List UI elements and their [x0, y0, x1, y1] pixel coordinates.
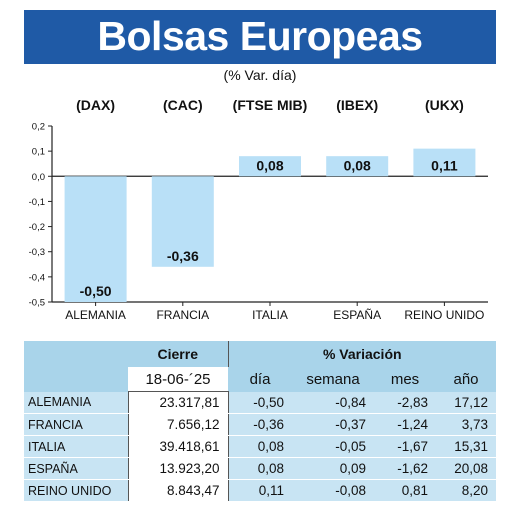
row-cierre: 8.843,47: [127, 479, 229, 502]
row-mes: 0,81: [374, 479, 436, 502]
bar-3: [326, 156, 389, 177]
row-cierre: 7.656,12: [127, 413, 229, 436]
header-mes: mes: [374, 367, 436, 392]
row-cierre: 13.923,20: [127, 457, 229, 480]
bar-4: [413, 148, 476, 177]
y-tick-label: -0,5: [29, 298, 45, 309]
bar-2: [239, 156, 301, 177]
header-dia: día: [228, 367, 292, 392]
bar-value-label: 0,08: [256, 157, 283, 173]
row-mes: -1,62: [374, 457, 436, 480]
bar-value-label: 0,08: [344, 157, 371, 173]
row-ano: 3,73: [436, 413, 496, 436]
row-mes: -1,67: [374, 435, 436, 458]
row-name: FRANCIA: [24, 413, 128, 436]
row-semana: 0,09: [292, 457, 374, 480]
row-semana: -0,84: [292, 391, 374, 414]
y-tick-label: -0,1: [29, 197, 45, 208]
y-tick-label: -0,4: [29, 272, 45, 283]
y-tick-label: 0,2: [32, 122, 45, 133]
chart-subtitle: (% Var. día): [223, 67, 297, 83]
row-mes: -2,83: [374, 391, 436, 414]
header-ano: año: [436, 367, 496, 392]
bar-value-label: -0,36: [167, 248, 199, 264]
table-column-header-row: 18-06-´25 día semana mes año: [24, 367, 496, 392]
bar-value-label: -0,50: [80, 283, 112, 299]
index-label: (CAC): [163, 97, 203, 113]
index-label: (DAX): [76, 97, 115, 113]
row-ano: 20,08: [436, 457, 496, 480]
bar-chart: 0,2 0,1 0,0 -0,1 -0,2 -0,3 -0,4 -0,5 -0,50 (DAX) A…: [29, 97, 488, 322]
bar-1: [151, 176, 214, 267]
row-name: ESPAÑA: [24, 457, 128, 480]
category-label: ITALIA: [252, 308, 288, 322]
table-row: REINO UNIDO 8.843,47 0,11 -0,08 0,81 8,20: [24, 479, 496, 502]
page-title: Bolsas Europeas: [97, 13, 423, 59]
y-tick-label: 0,1: [32, 147, 45, 158]
index-label: (FTSE MIB): [233, 97, 308, 113]
row-cierre: 39.418,61: [127, 435, 229, 458]
row-dia: -0,50: [228, 391, 292, 414]
row-ano: 8,20: [436, 479, 496, 502]
table-group-header-row: Cierre % Variación: [24, 341, 496, 367]
row-name: ALEMANIA: [24, 391, 128, 414]
row-cierre: 23.317,81: [127, 391, 229, 414]
row-semana: -0,08: [292, 479, 374, 502]
table-row: ALEMANIA 23.317,81 -0,50 -0,84 -2,83 17,12: [24, 391, 496, 414]
header-semana: semana: [292, 367, 374, 392]
category-label: ALEMANIA: [65, 308, 126, 322]
category-label: ESPAÑA: [333, 308, 381, 322]
category-label: REINO UNIDO: [404, 308, 484, 322]
row-dia: 0,08: [228, 435, 292, 458]
row-name: REINO UNIDO: [24, 479, 128, 502]
row-name: ITALIA: [24, 435, 128, 458]
bar-value-label: 0,11: [431, 157, 458, 173]
row-dia: -0,36: [228, 413, 292, 436]
row-dia: 0,11: [228, 479, 292, 502]
index-label: (IBEX): [336, 97, 378, 113]
row-mes: -1,24: [374, 413, 436, 436]
y-tick-label: -0,3: [29, 247, 45, 258]
header-cierre: Cierre: [128, 341, 228, 367]
header-date: 18-06-´25: [128, 367, 228, 392]
table-row: ITALIA 39.418,61 0,08 -0,05 -1,67 15,31: [24, 435, 496, 458]
table-row: FRANCIA 7.656,12 -0,36 -0,37 -1,24 3,73: [24, 413, 496, 436]
row-ano: 17,12: [436, 391, 496, 414]
y-tick-label: -0,2: [29, 222, 45, 233]
header-variacion: % Variación: [227, 341, 496, 367]
index-label: (UKX): [425, 97, 464, 113]
category-label: FRANCIA: [156, 308, 209, 322]
row-ano: 15,31: [436, 435, 496, 458]
table-row: ESPAÑA 13.923,20 0,08 0,09 -1,62 20,08: [24, 457, 496, 480]
row-dia: 0,08: [228, 457, 292, 480]
title-banner: Bolsas Europeas: [24, 10, 496, 64]
row-semana: -0,05: [292, 435, 374, 458]
row-semana: -0,37: [292, 413, 374, 436]
data-table: Cierre % Variación 18-06-´25 día semana …: [24, 341, 496, 502]
bar-0: [64, 176, 127, 302]
y-tick-label: 0,0: [32, 172, 45, 183]
